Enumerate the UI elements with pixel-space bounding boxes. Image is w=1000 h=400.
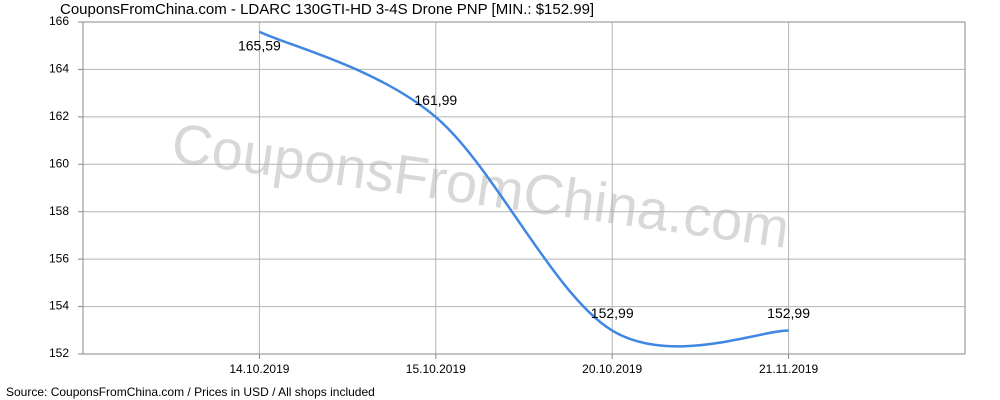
x-tick-label: 21.11.2019 — [759, 362, 818, 376]
data-label: 152,99 — [767, 305, 810, 321]
y-tick-label: 154 — [49, 299, 69, 313]
y-tick-label: 166 — [49, 14, 69, 28]
y-tick-label: 162 — [49, 109, 69, 123]
data-label: 165,59 — [238, 37, 281, 53]
y-tick-label: 164 — [49, 62, 69, 76]
chart-title: CouponsFromChina.com - LDARC 130GTI-HD 3… — [60, 1, 594, 18]
watermark: CouponsFromChina.com — [168, 111, 793, 260]
y-tick-label: 152 — [49, 346, 69, 360]
x-tick-label: 14.10.2019 — [229, 362, 289, 376]
data-label: 161,99 — [414, 92, 457, 108]
data-label: 152,99 — [591, 305, 634, 321]
price-line — [258, 30, 789, 348]
plot-border — [82, 21, 966, 355]
source-note: Source: CouponsFromChina.com / Prices in… — [6, 385, 375, 399]
y-tick-label: 160 — [49, 156, 69, 170]
y-tick-label: 156 — [49, 251, 69, 265]
x-tick-label: 15.10.2019 — [406, 362, 466, 376]
x-tick-label: 20.10.2019 — [582, 362, 642, 376]
y-tick-label: 158 — [49, 204, 69, 218]
